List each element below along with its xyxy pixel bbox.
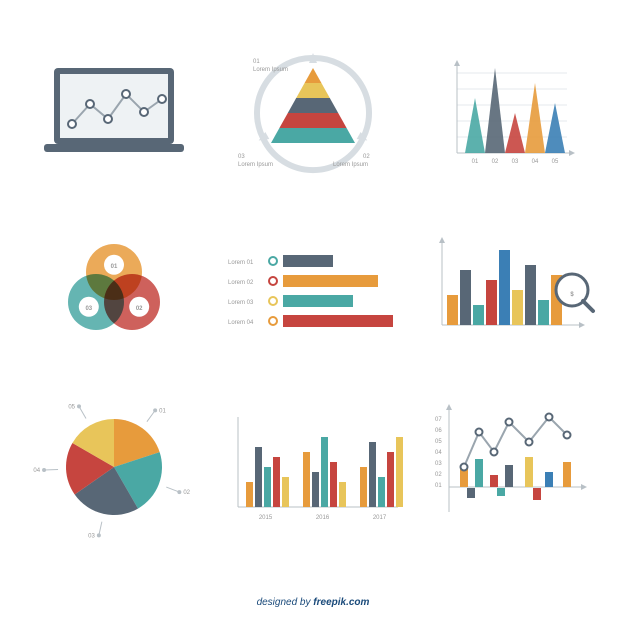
svg-text:05: 05 (435, 439, 442, 445)
venn-diagram: 01 02 03 (20, 207, 209, 374)
svg-text:02: 02 (363, 154, 370, 160)
svg-text:Lorem Ipsum: Lorem Ipsum (333, 162, 368, 168)
svg-text:03: 03 (511, 159, 518, 165)
svg-text:03: 03 (88, 533, 95, 539)
svg-text:03: 03 (86, 306, 93, 312)
svg-text:05: 05 (69, 404, 76, 410)
svg-text:Lorem 03: Lorem 03 (228, 300, 254, 306)
laptop-svg (39, 58, 189, 168)
svg-text:03: 03 (435, 461, 442, 467)
svg-text:2017: 2017 (373, 515, 387, 521)
hbar-svg: Lorem 01 Lorem 02 Lorem 03 Lorem 04 (223, 235, 403, 345)
financial-bar-chart: $ (417, 207, 606, 374)
svg-text:Lorem Ipsum: Lorem Ipsum (238, 162, 273, 168)
svg-text:03: 03 (238, 154, 245, 160)
svg-text:07: 07 (435, 417, 442, 423)
svg-text:04: 04 (34, 468, 41, 474)
svg-text:04: 04 (531, 159, 538, 165)
svg-text:02: 02 (491, 159, 498, 165)
laptop-chart (20, 30, 209, 197)
svg-text:02: 02 (184, 490, 191, 496)
svg-text:05: 05 (551, 159, 558, 165)
pyramid-svg: 01 Lorem Ipsum 02 Lorem Ipsum 03 Lorem Ipsum (223, 43, 403, 183)
combo-svg: 01 02 03 04 05 06 07 (427, 397, 597, 537)
pyramid-chart: 01 Lorem Ipsum 02 Lorem Ipsum 03 Lorem Ipsum (219, 30, 408, 197)
triangle-svg: 01 02 03 04 05 (437, 53, 587, 173)
venn-svg: 01 02 03 (44, 225, 184, 355)
svg-text:2015: 2015 (259, 515, 273, 521)
svg-text:Lorem 02: Lorem 02 (228, 280, 254, 286)
svg-text:01: 01 (111, 264, 118, 270)
svg-text:02: 02 (136, 306, 143, 312)
svg-text:Lorem 01: Lorem 01 (228, 260, 254, 266)
svg-text:2016: 2016 (316, 515, 330, 521)
pie-chart: 01 02 03 04 05 (20, 383, 209, 550)
svg-text:01: 01 (253, 59, 260, 65)
svg-text:Lorem Ipsum: Lorem Ipsum (253, 67, 288, 73)
svg-text:02: 02 (435, 472, 442, 478)
grouped-bar-chart: 2015 2016 2017 (219, 383, 408, 550)
svg-text:01: 01 (471, 159, 478, 165)
group-svg: 2015 2016 2017 (223, 397, 403, 537)
svg-text:06: 06 (435, 428, 442, 434)
attribution: designed by freepik.com (0, 597, 626, 608)
svg-text:01: 01 (435, 483, 442, 489)
attribution-brand: freepik.com (313, 597, 369, 608)
svg-text:01: 01 (159, 408, 166, 414)
money-svg: $ (427, 230, 597, 350)
combo-chart: 01 02 03 04 05 06 07 (417, 383, 606, 550)
pie-svg: 01 02 03 04 05 (24, 392, 204, 542)
svg-text:Lorem 04: Lorem 04 (228, 320, 254, 326)
horizontal-bar-chart: Lorem 01 Lorem 02 Lorem 03 Lorem 04 (219, 207, 408, 374)
svg-text:04: 04 (435, 450, 442, 456)
triangle-area-chart: 01 02 03 04 05 (417, 30, 606, 197)
attribution-pre: designed by (257, 597, 314, 608)
